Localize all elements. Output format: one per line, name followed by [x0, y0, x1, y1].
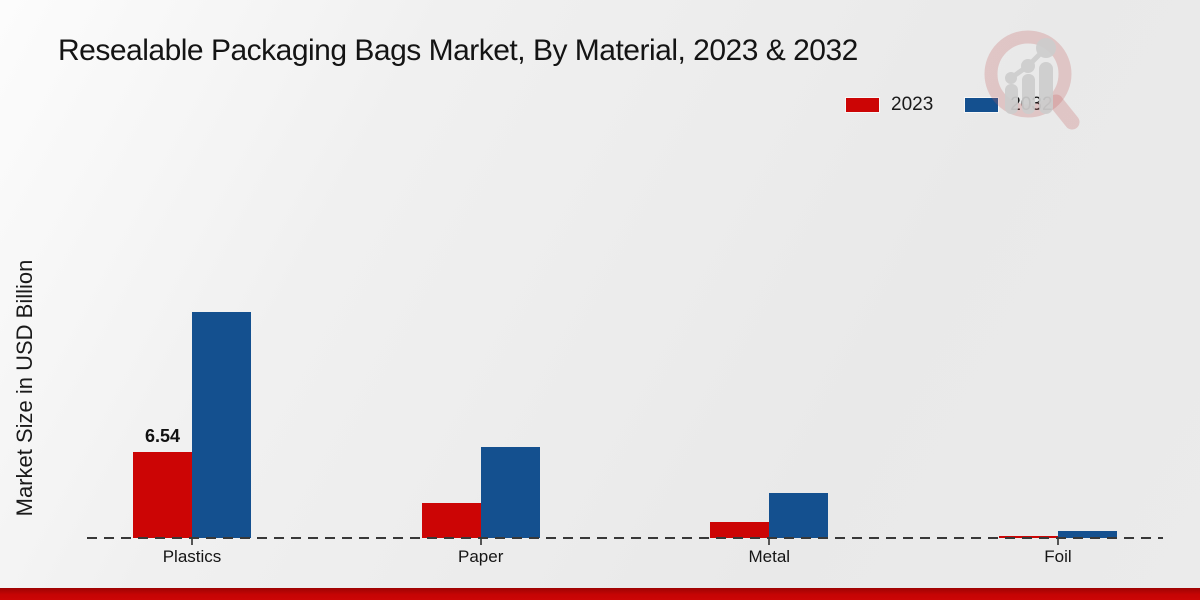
x-axis-baseline: [87, 537, 1163, 539]
footer-bar: [0, 588, 1200, 600]
x-label-plastics: Plastics: [162, 547, 222, 566]
bar-paper-2023: [421, 503, 481, 538]
x-label-foil: Foil: [1044, 547, 1072, 566]
chart-title: Resealable Packaging Bags Market, By Mat…: [58, 34, 858, 67]
legend-label-2023: 2023: [891, 94, 934, 115]
legend-swatch-2023: [845, 97, 880, 113]
x-label-metal: Metal: [748, 547, 791, 566]
bar-plastics-2032: [192, 311, 251, 538]
bar-plastics-2023: [133, 452, 192, 538]
plot-area: [133, 311, 1117, 538]
legend-swatch-2032: [964, 97, 1000, 113]
bar-metal-2023: [710, 522, 770, 538]
x-tick-foil: [1057, 539, 1059, 545]
x-tick-paper: [479, 539, 482, 545]
data-label-plastics-2023: 6.54: [144, 426, 181, 446]
market-research-future-logo: [984, 30, 1080, 130]
x-tick-plastics: [191, 539, 193, 545]
bar-foil-2032: [1058, 530, 1117, 538]
bar-metal-2032: [769, 493, 829, 538]
bar-chart-icon: [1005, 38, 1056, 114]
bar-paper-2032: [480, 447, 540, 538]
x-tick-metal: [768, 539, 771, 545]
x-label-paper: Paper: [458, 547, 504, 566]
legend-item-2023: 2023: [845, 94, 934, 116]
